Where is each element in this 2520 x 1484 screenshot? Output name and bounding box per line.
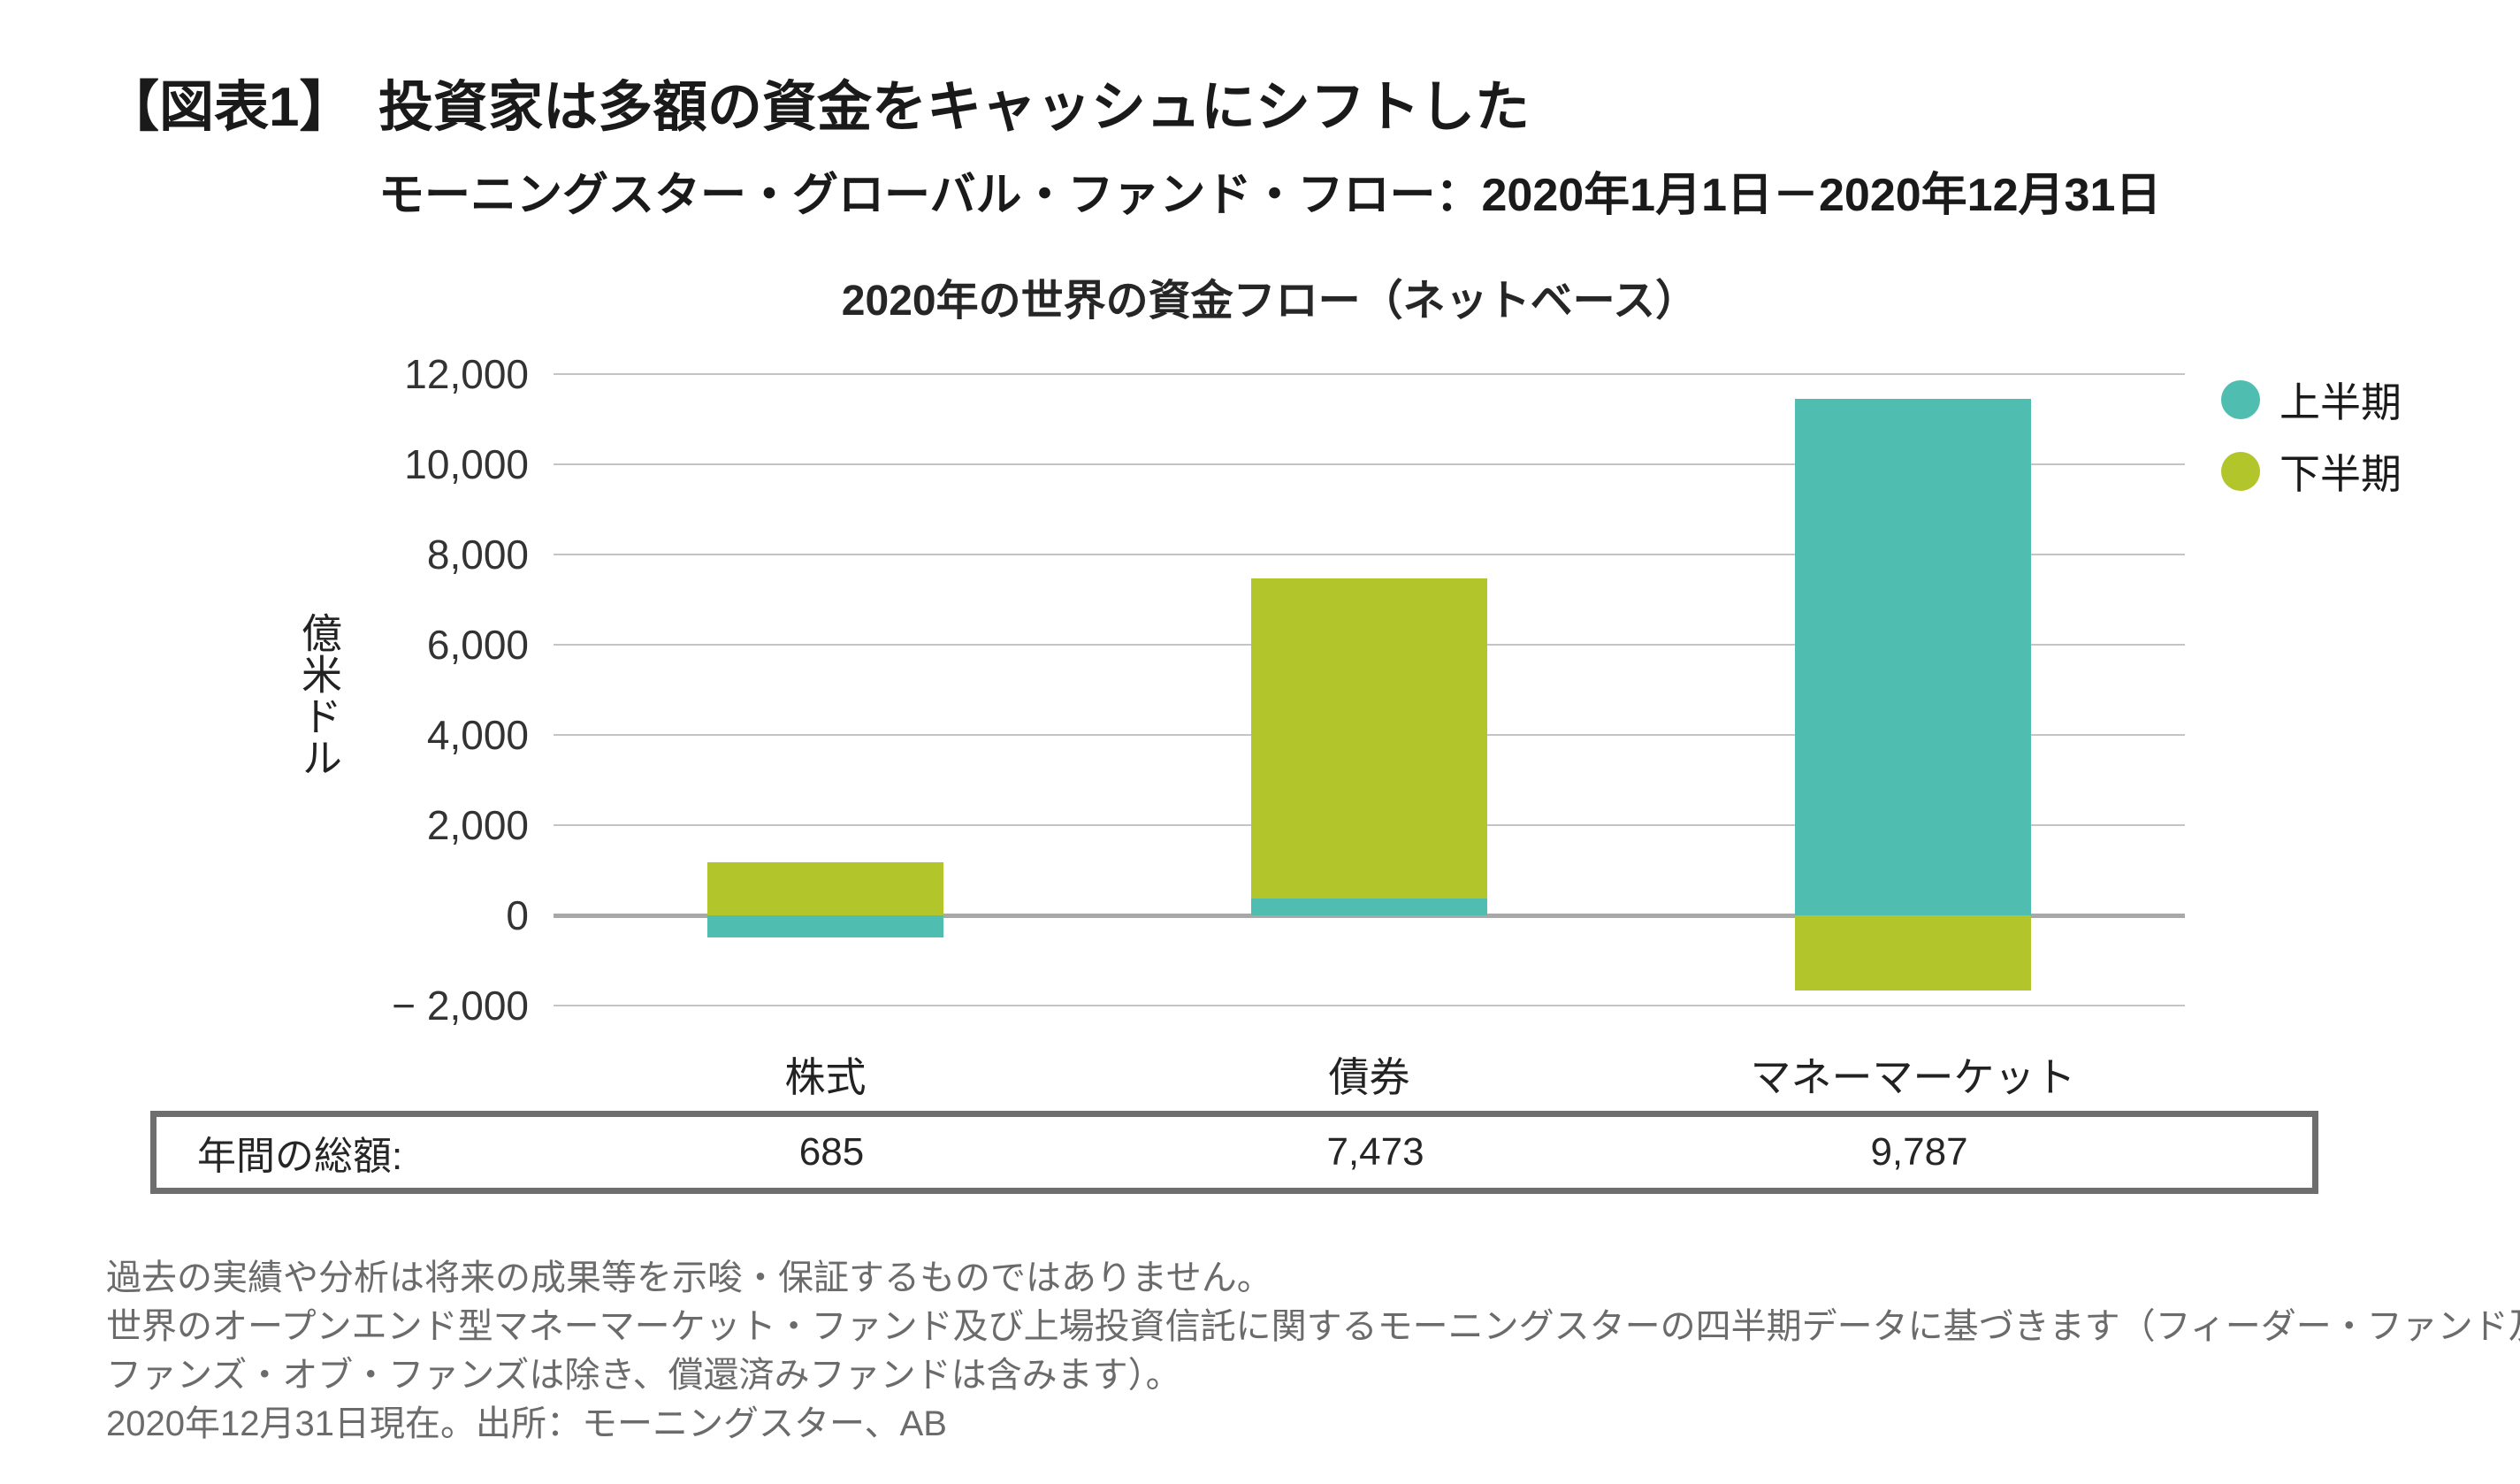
y-axis-tick-label: 10,000 bbox=[404, 441, 529, 487]
gridline bbox=[554, 554, 2185, 555]
bar-segment-上半期-債券 bbox=[1251, 898, 1487, 915]
bar-segment-下半期-株式 bbox=[707, 862, 943, 915]
annual-total-value-債券: 7,473 bbox=[1326, 1130, 1424, 1174]
x-axis-label-債券: 債券 bbox=[1328, 1054, 1410, 1100]
page-subtitle: モーニングスター・グローバル・ファンド・フロー：2020年1月1日－2020年1… bbox=[378, 170, 2162, 221]
footnotes: 過去の実績や分析は将来の成果等を示唆・保証するものではありません。 世界のオープ… bbox=[106, 1254, 2520, 1449]
annual-total-value-マネーマーケット: 9,787 bbox=[1870, 1130, 1968, 1174]
legend-item-second-half: 下半期 bbox=[2221, 447, 2402, 497]
page-title: 投資家は多額の資金をキャッシュにシフトした bbox=[378, 77, 1531, 138]
plot-area bbox=[554, 373, 2185, 1006]
gridline bbox=[554, 463, 2185, 465]
x-axis-category-labels: 株式 債券 マネーマーケット bbox=[554, 1045, 2185, 1100]
y-axis-tick-label: 4,000 bbox=[426, 712, 529, 758]
bar-segment-上半期-株式 bbox=[707, 915, 943, 937]
annual-totals-table: 年間の総額: 685 7,473 9,787 bbox=[150, 1111, 2318, 1194]
footnote-line: 2020年12月31日現在。出所：モーニングスター、AB bbox=[106, 1404, 947, 1443]
y-axis-tick-labels: 12,000 10,000 8,000 6,000 4,000 2,000 0 − 2,000 bbox=[0, 351, 529, 1029]
y-axis-tick-label: 0 bbox=[506, 892, 529, 938]
legend-swatch-first-half-icon bbox=[2221, 380, 2260, 419]
chart-title: 2020年の世界の資金フロー（ネットベース） bbox=[841, 278, 1699, 325]
annual-total-value-株式: 685 bbox=[798, 1130, 865, 1174]
footnote-line: ファンズ・オブ・ファンズは除き、償還済みファンドは含みます）。 bbox=[106, 1356, 1181, 1395]
y-axis-tick-label: 12,000 bbox=[404, 351, 529, 397]
legend-label-second-half: 下半期 bbox=[2279, 451, 2402, 497]
legend: 上半期 下半期 bbox=[2221, 375, 2402, 518]
y-axis-tick-label: 8,000 bbox=[426, 532, 529, 578]
footnote-line: 過去の実績や分析は将来の成果等を示唆・保証するものではありません。 bbox=[106, 1258, 1272, 1297]
legend-swatch-second-half-icon bbox=[2221, 452, 2260, 491]
x-axis-label-マネーマーケット: マネーマーケット bbox=[1750, 1054, 2076, 1100]
bar-segment-上半期-マネーマーケット bbox=[1795, 398, 2031, 915]
x-axis-label-株式: 株式 bbox=[784, 1054, 867, 1100]
bar-segment-下半期-マネーマーケット bbox=[1795, 915, 2031, 991]
y-axis-tick-label: 2,000 bbox=[426, 802, 529, 848]
gridline bbox=[554, 373, 2185, 375]
annual-totals-label: 年間の総額: bbox=[197, 1135, 403, 1178]
figure-label: 【図表1】 bbox=[104, 77, 355, 138]
y-axis-tick-label: − 2,000 bbox=[392, 983, 529, 1029]
y-axis-unit-label: 億米ドル bbox=[296, 612, 342, 778]
zero-axis-line bbox=[554, 913, 2185, 918]
gridline bbox=[554, 1005, 2185, 1006]
y-axis-tick-label: 6,000 bbox=[426, 622, 529, 668]
bar-segment-下半期-債券 bbox=[1251, 578, 1487, 899]
legend-item-first-half: 上半期 bbox=[2221, 375, 2402, 425]
footnote-line: 世界のオープンエンド型マネーマーケット・ファンド及び上場投資信託に関するモーニン… bbox=[106, 1307, 2520, 1346]
legend-label-first-half: 上半期 bbox=[2279, 379, 2402, 425]
